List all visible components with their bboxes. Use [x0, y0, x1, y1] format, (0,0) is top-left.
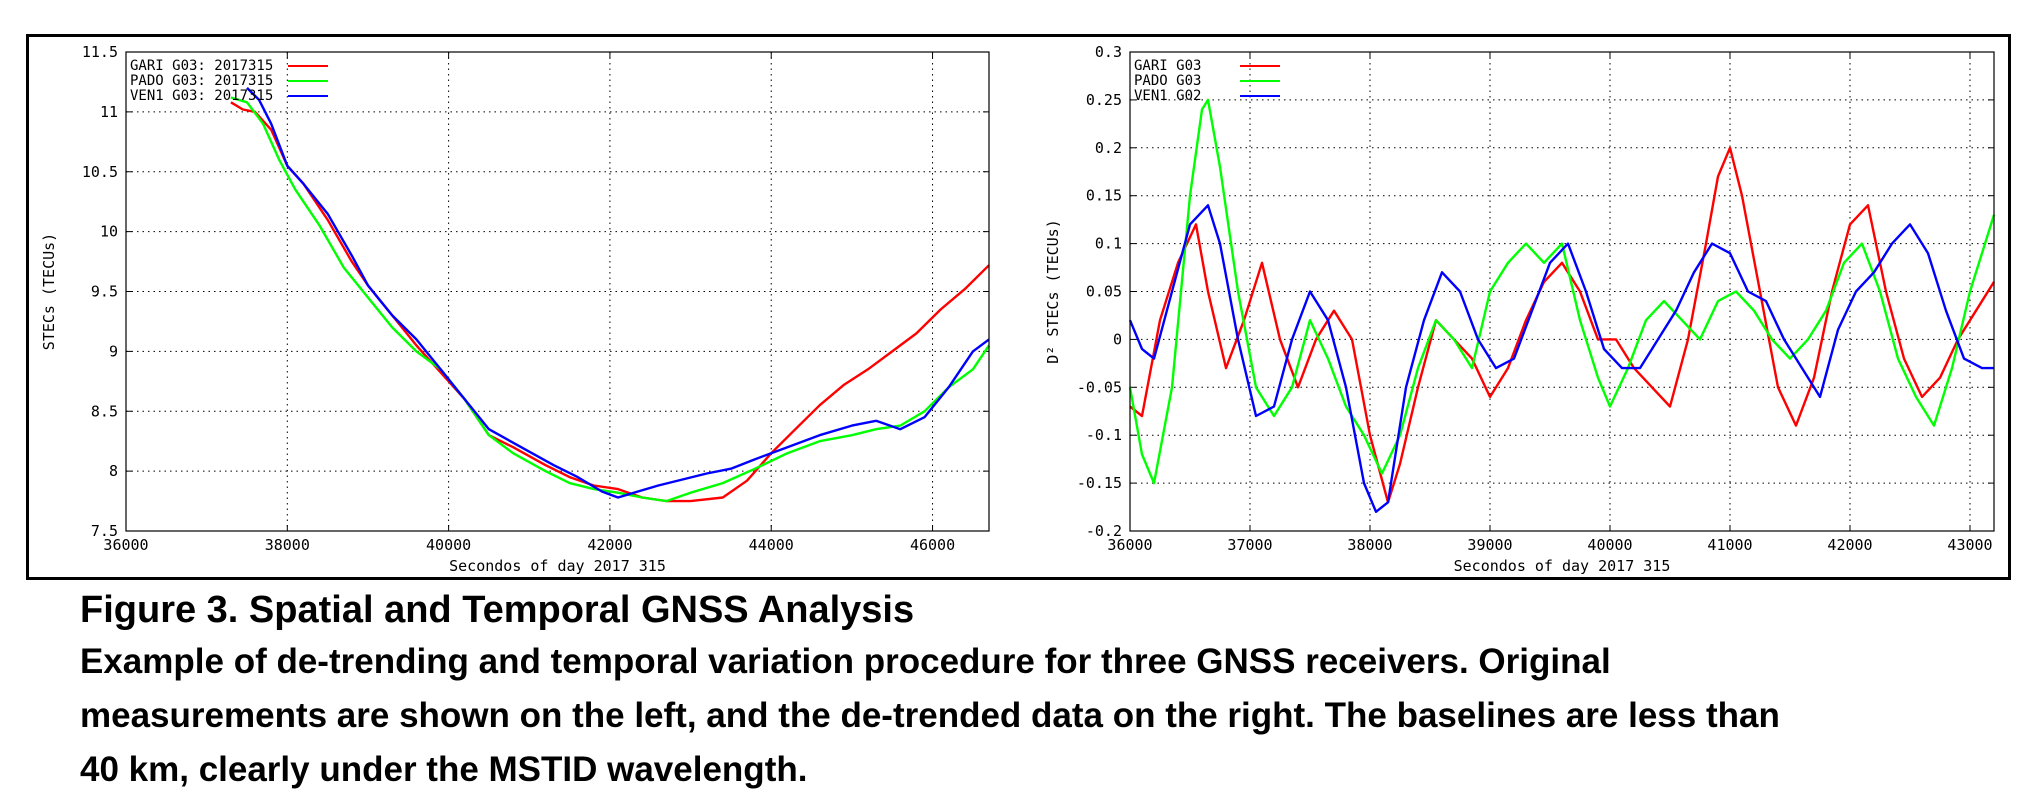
y-tick-label: 9: [109, 342, 118, 360]
y-tick-label: 0.15: [1086, 187, 1122, 205]
y-tick-label: 7.5: [91, 522, 118, 540]
legend-label: VEN1 G02: [1134, 88, 1201, 104]
y-tick-label: 10: [100, 223, 118, 241]
series-line: [1128, 98, 1996, 485]
legend-label: PADO G03: 2017315: [130, 73, 273, 89]
y-tick-label: 0.2: [1095, 139, 1122, 157]
y-tick-label: 0.1: [1095, 235, 1122, 253]
y-tick-label: -0.15: [1077, 474, 1122, 492]
y-tick-label: 0.05: [1086, 283, 1122, 301]
x-tick-label: 38000: [265, 536, 310, 554]
series-line: [230, 101, 990, 503]
y-tick-label: 11: [100, 103, 118, 121]
y-tick-label: 9.5: [91, 283, 118, 301]
caption-line: Example of de-trending and temporal vari…: [80, 642, 1611, 681]
y-tick-label: 0.25: [1086, 91, 1122, 109]
y-tick-label: -0.05: [1077, 378, 1122, 396]
x-tick-label: 36000: [103, 536, 148, 554]
series-line: [246, 87, 990, 499]
x-tick-label: 38000: [1347, 536, 1392, 554]
legend-label: GARI G03: 2017315: [130, 58, 273, 74]
series-line: [230, 96, 990, 503]
caption-title: Figure 3. Spatial and Temporal GNSS Anal…: [80, 589, 915, 631]
y-tick-label: 11.5: [82, 43, 118, 61]
x-tick-label: 42000: [1827, 536, 1872, 554]
legend-label: PADO G03: [1134, 73, 1201, 89]
plot-frame: [1129, 51, 1995, 532]
y-axis-label: D² STECs (TECUs): [1044, 219, 1062, 364]
legend-label: GARI G03: [1134, 58, 1201, 74]
x-tick-label: 39000: [1467, 536, 1512, 554]
left-chart: 36000 38000 40000 42000 44000 46000 7.5 8 8.5 9 9.…: [40, 43, 990, 575]
y-tick-label: 8.5: [91, 402, 118, 420]
y-tick-label: 0.3: [1095, 43, 1122, 61]
y-axis-label: STECs (TECUs): [40, 233, 58, 350]
figure-frame: 36000 38000 40000 42000 44000 46000 7.5 8 8.5 9 9.…: [26, 34, 2011, 580]
series-line: [1128, 204, 1994, 513]
y-tick-label: 8: [109, 462, 118, 480]
x-axis-label: Secondos of day 2017 315: [449, 557, 666, 575]
x-tick-label: 36000: [1107, 536, 1152, 554]
series-line: [1129, 146, 1996, 504]
y-tick-label: 0: [1113, 330, 1122, 348]
x-tick-label: 44000: [749, 536, 794, 554]
y-tick-label: -0.2: [1086, 522, 1122, 540]
x-tick-label: 42000: [587, 536, 632, 554]
plot-frame: [125, 51, 990, 532]
x-axis-label: Secondos of day 2017 315: [1454, 557, 1671, 575]
x-tick-label: 41000: [1707, 536, 1752, 554]
right-chart: 36000 37000 38000 39000 40000 41000 42000 43000…: [1044, 43, 1996, 575]
x-tick-label: 40000: [426, 536, 471, 554]
x-tick-label: 37000: [1227, 536, 1272, 554]
x-tick-label: 43000: [1947, 536, 1992, 554]
legend-label: VEN1 G03: 2017315: [130, 88, 273, 104]
x-tick-label: 46000: [910, 536, 955, 554]
figure-caption: Figure 3. Spatial and Temporal GNSS Anal…: [80, 585, 1980, 797]
y-tick-label: -0.1: [1086, 426, 1122, 444]
y-tick-label: 10.5: [82, 163, 118, 181]
x-tick-label: 40000: [1587, 536, 1632, 554]
caption-line: measurements are shown on the left, and …: [80, 696, 1780, 735]
caption-line: 40 km, clearly under the MSTID wavelengt…: [80, 750, 808, 789]
